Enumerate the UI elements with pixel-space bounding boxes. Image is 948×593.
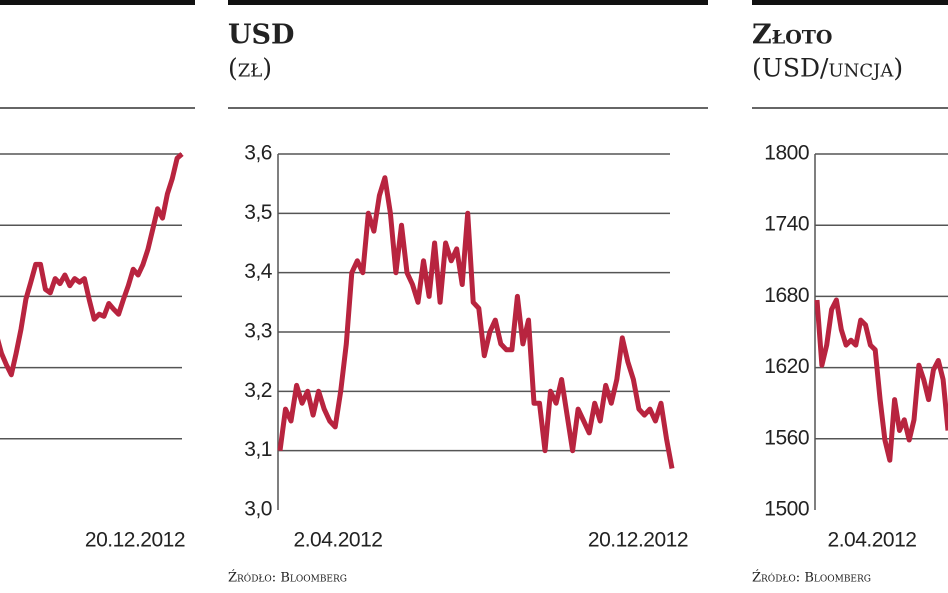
y-tick-label: 1740	[764, 213, 809, 236]
chart-title: USD	[228, 20, 294, 51]
y-tick-label: 3,3	[244, 320, 272, 343]
x-tick-label: 20.12.2012	[85, 529, 185, 552]
x-tick-label: 2.04.2012	[294, 529, 383, 552]
y-tick-label: 3,1	[244, 438, 272, 461]
y-tick-label: 1680	[764, 284, 809, 307]
source: Źródło: Bloomberg	[228, 570, 347, 586]
y-tick-label: 1500	[764, 498, 809, 521]
x-tick-label: 20.12.2012	[588, 529, 688, 552]
chart-unit: (USD/uncja)	[752, 54, 903, 83]
y-tick-label: 3,2	[244, 379, 272, 402]
y-tick-label: 1800	[764, 142, 809, 165]
chart-title: Złoto	[752, 20, 832, 51]
y-tick-label: 3,4	[244, 260, 273, 283]
y-tick-label: 3,5	[244, 201, 272, 224]
x-tick-label: 2.04.2012	[828, 529, 917, 552]
y-tick-label: 1620	[764, 355, 809, 378]
data-line	[0, 152, 184, 378]
chart-unit: (zł)	[228, 54, 272, 83]
data-line	[277, 175, 675, 469]
top-bar	[0, 0, 195, 5]
top-bar	[752, 0, 948, 5]
source: Źródło: Bloomberg	[752, 570, 871, 586]
y-tick-label: 3,0	[244, 498, 272, 521]
y-tick-label: 1560	[764, 426, 809, 449]
y-tick-label: 3,6	[244, 142, 272, 165]
top-bar	[228, 0, 708, 5]
data-line	[814, 297, 948, 463]
